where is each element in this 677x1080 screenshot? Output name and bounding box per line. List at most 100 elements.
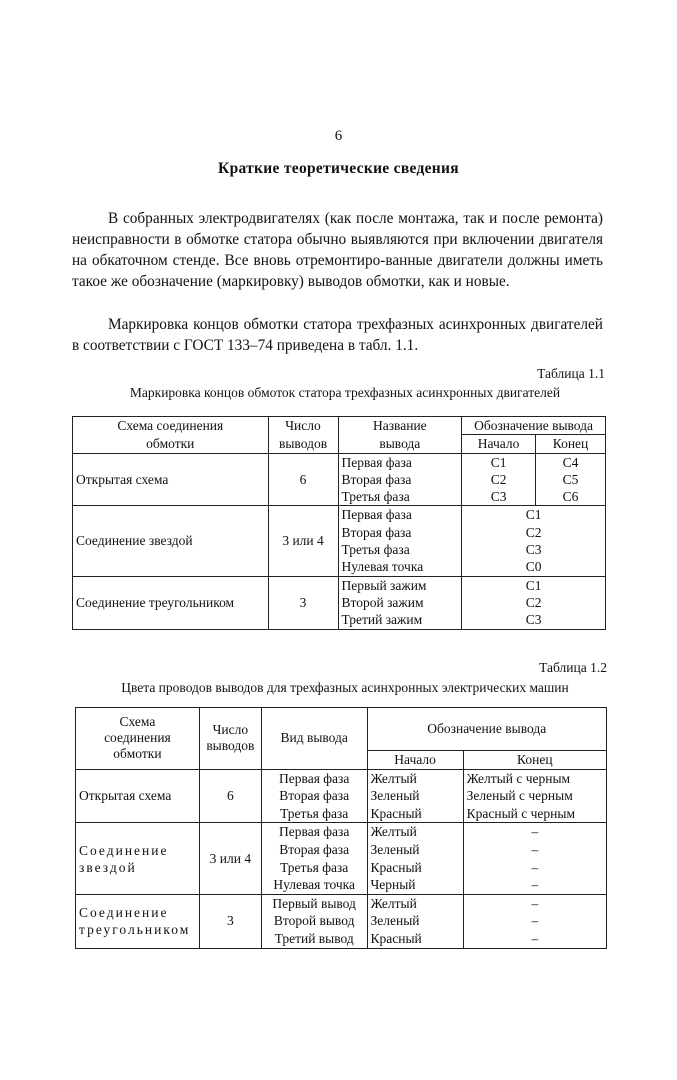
cell-line: C4: [562, 454, 579, 470]
cell-end: Желтый с черным Зеленый с черным Красный с…: [462, 768, 608, 824]
table-caption: Маркировка концов обмоток статора трехфа…: [129, 385, 561, 400]
header-end: Конец: [535, 434, 606, 454]
cell-scheme: Соединение звездой: [75, 822, 200, 895]
cell-line: Второй зажим: [341, 594, 424, 610]
table-row-group: Соединение звездой 3 или 4 Первая фаза Втор…: [75, 822, 608, 895]
cell-line: Вторая фаза: [279, 841, 350, 857]
cell-line: Третий вывод: [274, 930, 354, 946]
header-kind: Вид вывода: [260, 707, 368, 770]
table-row-group: Открытая схема 6 Первая фаза Вторая фаза Тре…: [72, 452, 606, 507]
cell-line: Третья фаза: [280, 859, 349, 875]
paragraph: В собранных электродвигателях (как после…: [72, 210, 603, 290]
cell-line: Желтый: [370, 824, 417, 840]
cell-line: –: [531, 877, 539, 893]
cell-count: 3: [267, 575, 339, 630]
cell-line: C2: [490, 471, 507, 487]
cell-scheme: Соединение звездой: [72, 505, 269, 577]
cell-count: 6: [198, 768, 262, 824]
table-caption: Цвета проводов выводов для трехфазных ас…: [121, 680, 569, 695]
cell-line: Черный: [370, 877, 416, 893]
cell-line: Первый вывод: [272, 895, 356, 911]
table-wire-colors: Схема соединения обмотки Число выводов В…: [75, 707, 608, 949]
cell-line: Третья фаза: [341, 489, 410, 505]
header-start: Начало: [461, 434, 537, 454]
cell-line: Третья фаза: [341, 542, 410, 558]
cell-line: Первая фаза: [341, 507, 412, 523]
cell-designation: C1 C2 C3: [461, 575, 606, 630]
cell-start: Желтый Зеленый Красный Черный: [366, 822, 464, 895]
cell-line: Вторая фаза: [279, 788, 350, 804]
cell-line: C6: [562, 489, 579, 505]
cell-line: Красный: [370, 805, 422, 821]
cell-end: C4 C5 C6: [535, 452, 606, 507]
cell-count: 3 или 4: [267, 505, 339, 577]
cell-line: Первая фаза: [279, 824, 350, 840]
cell-line: C0: [525, 559, 542, 575]
cell-line: Первая фаза: [341, 454, 412, 470]
cell-line: –: [531, 859, 539, 875]
cell-line: –: [531, 824, 539, 840]
cell-line: Желтый с черным: [466, 770, 571, 786]
cell-line: Зеленый: [370, 841, 420, 857]
cell-line: Желтый: [370, 895, 417, 911]
cell-line: Красный с черным: [466, 805, 575, 821]
cell-scheme: Открытая схема: [72, 452, 269, 507]
cell-line: C1: [525, 577, 542, 593]
cell-count: 3 или 4: [198, 822, 262, 895]
cell-line: Нулевая точка: [273, 877, 356, 893]
cell-line: Красный: [370, 930, 422, 946]
cell-line: C3: [490, 489, 507, 505]
cell-scheme: Открытая схема: [75, 768, 200, 824]
cell-scheme: Соединение треугольником: [72, 575, 269, 630]
table-label: Таблица 1.1: [537, 366, 605, 381]
table-row-group: Соединение звездой 3 или 4 Первая фаза Втор…: [72, 505, 606, 577]
header-end: Конец: [462, 750, 608, 770]
cell-line: –: [531, 930, 539, 946]
cell-line: C1: [490, 454, 507, 470]
cell-line: Второй вывод: [273, 913, 355, 929]
section-heading: Краткие теоретические сведения: [218, 160, 459, 177]
cell-line: Зеленый с черным: [466, 788, 573, 804]
header-scheme: Схема соединения обмотки: [75, 707, 200, 770]
header-name: Название вывода: [337, 416, 463, 454]
cell-line: Вторая фаза: [341, 471, 412, 487]
cell-kinds: Первая фаза Вторая фаза Третья фаза: [260, 768, 368, 824]
table-row-group: Соединение треугольником 3 Первый зажим Вто…: [72, 575, 606, 630]
cell-line: Первая фаза: [279, 770, 350, 786]
header-scheme: Схема соединения обмотки: [72, 416, 269, 454]
cell-kinds: Первая фаза Вторая фаза Третья фаза Нулевая…: [260, 822, 368, 895]
cell-line: C3: [525, 612, 542, 628]
header-designation: Обозначение вывода: [366, 707, 607, 751]
cell-line: C2: [525, 594, 542, 610]
cell-line: Первый зажим: [341, 577, 427, 593]
header-count: Число выводов: [198, 707, 262, 770]
cell-count: 3: [198, 893, 262, 949]
cell-names: Первая фаза Вторая фаза Третья фаза Нулевая…: [337, 505, 463, 577]
cell-line: Нулевая точка: [341, 559, 424, 575]
cell-designation: C1 C2 C3 C0: [461, 505, 606, 577]
cell-line: –: [531, 913, 539, 929]
cell-line: Третья фаза: [280, 805, 349, 821]
cell-start: Желтый Зеленый Красный: [366, 893, 464, 949]
header-start: Начало: [366, 750, 464, 770]
header-count: Число выводов: [267, 416, 339, 454]
cell-line: C3: [525, 542, 542, 558]
table-label: Таблица 1.2: [539, 660, 607, 675]
cell-line: Вторая фаза: [341, 524, 412, 540]
cell-end: – – – –: [462, 822, 608, 895]
cell-line: C1: [525, 507, 542, 523]
cell-scheme: Соединение треугольником: [75, 893, 200, 949]
cell-line: –: [531, 841, 539, 857]
cell-line: Зеленый: [370, 788, 420, 804]
cell-line: –: [531, 895, 539, 911]
cell-end: – – –: [462, 893, 608, 949]
cell-start: C1 C2 C3: [461, 452, 537, 507]
cell-line: Желтый: [370, 770, 417, 786]
cell-line: Красный: [370, 859, 422, 875]
cell-kinds: Первый вывод Второй вывод Третий вывод: [260, 893, 368, 949]
cell-line: C5: [562, 471, 579, 487]
page-number: 6: [334, 128, 343, 144]
cell-names: Первая фаза Вторая фаза Третья фаза: [337, 452, 463, 507]
cell-names: Первый зажим Второй зажим Третий зажим: [337, 575, 463, 630]
table-winding-markings: Схема соединения обмотки Число выводов Н…: [72, 415, 606, 630]
